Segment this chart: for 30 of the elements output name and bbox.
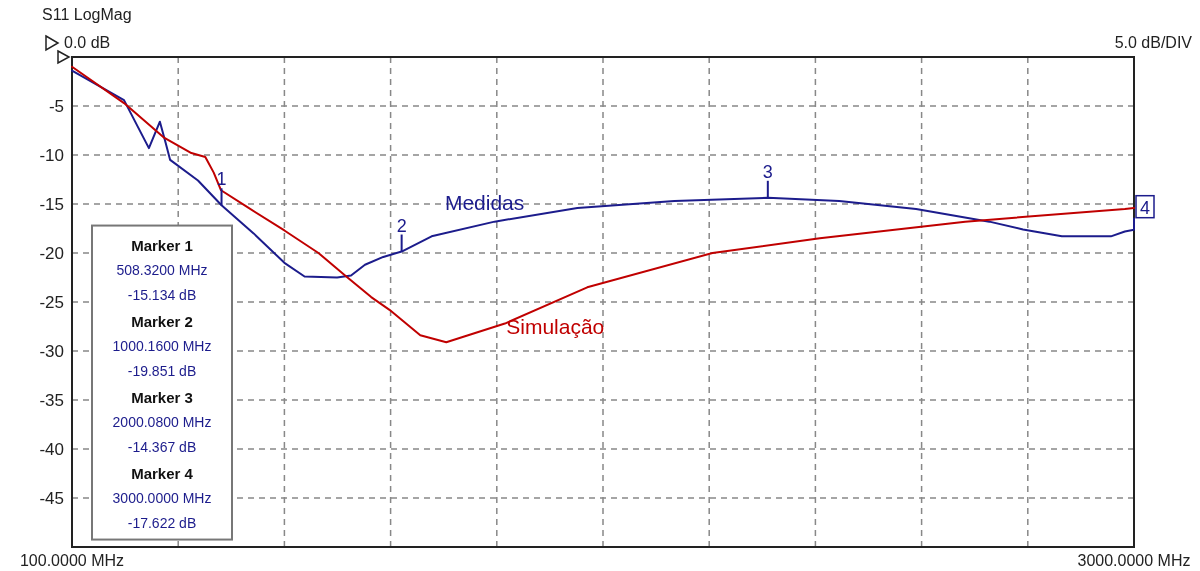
y-tick-label: -40 xyxy=(39,439,64,459)
annotation: -17.622 dB xyxy=(127,514,197,531)
annotation: 3000.0000 MHz xyxy=(112,490,212,507)
annotation: 2 xyxy=(396,215,407,236)
chart-title: S11 LogMag xyxy=(42,6,132,23)
y-tick-label: -15 xyxy=(39,194,64,214)
y-tick-label: -5 xyxy=(48,96,64,116)
y-tick-label: -25 xyxy=(39,292,64,312)
y-tick-label: -30 xyxy=(39,341,64,361)
y-tick-label: -35 xyxy=(39,390,64,410)
chart-subtitle: 0.0 dB xyxy=(64,34,111,51)
y-tick-label: -20 xyxy=(39,243,64,263)
series-label: Medidas xyxy=(444,190,525,214)
text: 5.0 dB/DIV xyxy=(1114,34,1193,51)
annotation: 3 xyxy=(762,161,773,182)
annotation: Marker 1 xyxy=(131,236,193,254)
annotation: 2000.0800 MHz xyxy=(112,414,212,431)
annotation: 1 xyxy=(216,169,227,190)
annotation: Marker 4 xyxy=(131,464,194,482)
annotation: Marker 3 xyxy=(131,388,193,406)
annotation: -15.134 dB xyxy=(127,286,197,303)
annotation: 508.3200 MHz xyxy=(116,262,208,279)
x-tick-label: 100.0000 MHz xyxy=(19,552,125,569)
annotation: 1000.1600 MHz xyxy=(112,338,212,355)
annotation: Marker 2 xyxy=(131,312,193,330)
series-label: Simulação xyxy=(506,315,605,339)
y-tick-label: -45 xyxy=(39,488,64,508)
annotation: -14.367 dB xyxy=(127,438,197,455)
annotation: -19.851 dB xyxy=(127,362,197,379)
y-tick-label: -10 xyxy=(39,145,64,165)
